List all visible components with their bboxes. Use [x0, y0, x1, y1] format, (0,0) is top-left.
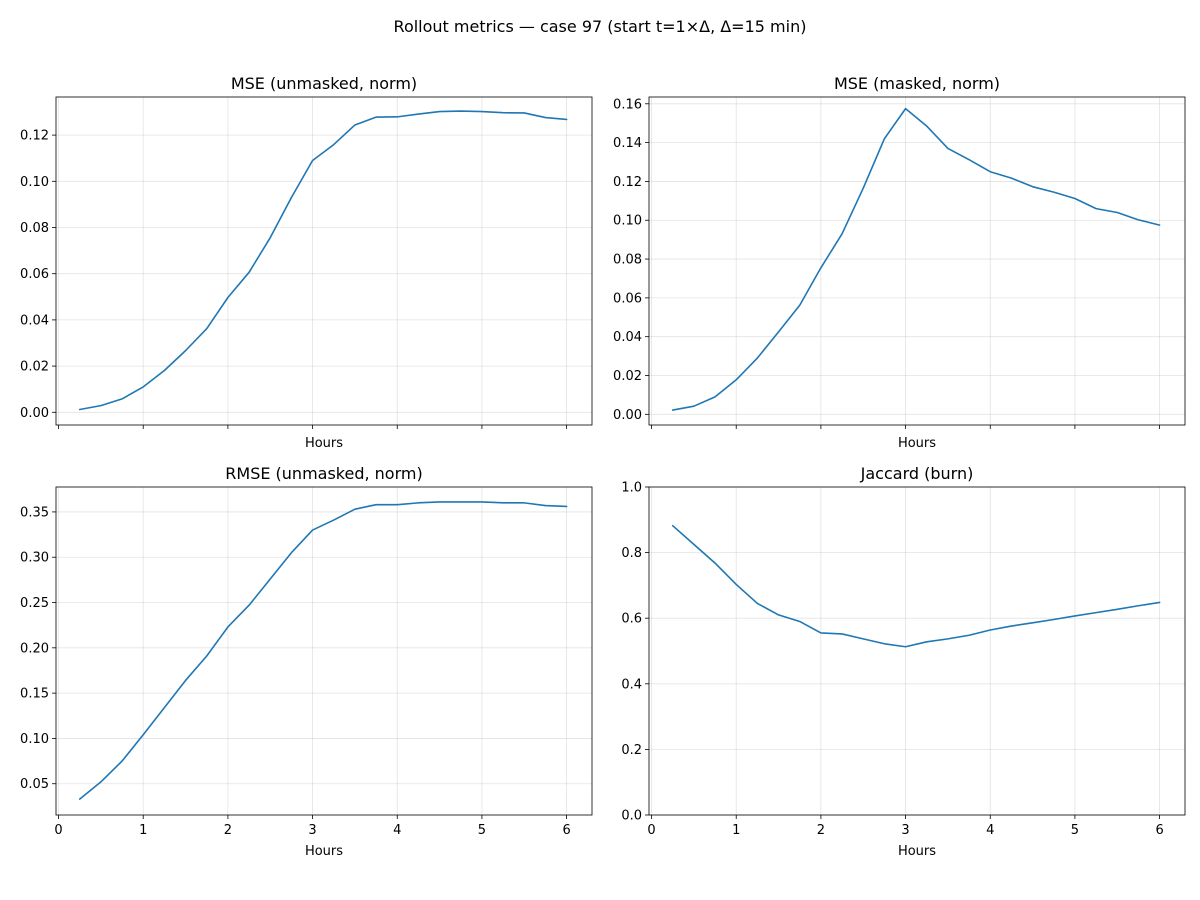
y-tick-label: 0.0: [621, 809, 642, 824]
panel-title: RMSE (unmasked, norm): [225, 464, 422, 483]
panel-jaccard-burn: 0 1 2 3 4 5 6 0.0 0.2 0.4 0.6 0.8 1.0 Jaccard (burn) H…: [621, 464, 1186, 859]
y-tick-label: 0.04: [20, 313, 49, 328]
series-line: [78, 110, 568, 411]
plot-frame: [648, 486, 1186, 816]
x-axis-label: Hours: [898, 844, 936, 859]
series-line: [671, 107, 1161, 411]
y-tick-label: 0.08: [20, 221, 49, 236]
x-tick-label: 3: [308, 823, 316, 838]
x-axis-label: Hours: [305, 844, 343, 859]
x-axis-label: Hours: [305, 436, 343, 451]
x-tick-label: 3: [901, 823, 909, 838]
y-tick-label: 0.10: [20, 732, 49, 747]
y-tick-label: 0.14: [613, 136, 642, 151]
y-tick-label: 0.10: [613, 214, 642, 229]
y-tick-label: 0.2: [621, 743, 642, 758]
x-tick-label: 2: [817, 823, 825, 838]
figure-suptitle: Rollout metrics — case 97 (start t=1×Δ, …: [394, 17, 807, 36]
x-tick-label: 5: [478, 823, 486, 838]
y-tick-label: 0.8: [621, 546, 642, 561]
panel-title: MSE (masked, norm): [834, 74, 1000, 93]
y-tick-label: 0.25: [20, 596, 49, 611]
y-tick-label: 0.05: [20, 777, 49, 792]
y-tick-label: 0.35: [20, 505, 49, 520]
y-tick-label: 0.06: [20, 267, 49, 282]
panel-rmse-unmasked: 0 1 2 3 4 5 6 0.05 0.10 0.15 0.20 0.25 0.30 0.35 RMSE …: [20, 464, 593, 859]
x-tick-label: 4: [986, 823, 994, 838]
plot-frame: [55, 96, 593, 426]
plot-frame: [55, 486, 593, 816]
x-tick-label: 0: [54, 823, 62, 838]
y-tick-label: 0.30: [20, 551, 49, 566]
y-tick-label: 0.20: [20, 641, 49, 656]
x-tick-label: 6: [562, 823, 570, 838]
x-tick-label: 2: [224, 823, 232, 838]
panel-mse-unmasked: 0.00 0.02 0.04 0.06 0.08 0.10 0.12 MSE (unmaske…: [20, 74, 593, 451]
series-line: [671, 524, 1161, 648]
series-line: [78, 501, 568, 800]
y-tick-label: 1.0: [621, 481, 642, 496]
x-tick-label: 6: [1155, 823, 1163, 838]
x-tick-label: 1: [732, 823, 740, 838]
y-tick-label: 0.00: [613, 408, 642, 423]
panel-mse-masked: 0.00 0.02 0.04 0.06 0.08 0.10 0.12 0.14 0.16 MSE …: [613, 74, 1186, 451]
x-axis-label: Hours: [898, 436, 936, 451]
x-tick-label: 0: [647, 823, 655, 838]
panel-title: Jaccard (burn): [860, 464, 974, 483]
y-tick-label: 0.02: [613, 369, 642, 384]
y-tick-label: 0.16: [613, 97, 642, 112]
y-tick-label: 0.08: [613, 253, 642, 268]
y-tick-label: 0.02: [20, 360, 49, 375]
x-tick-label: 4: [393, 823, 401, 838]
y-tick-label: 0.15: [20, 687, 49, 702]
y-tick-label: 0.00: [20, 406, 49, 421]
y-tick-label: 0.04: [613, 330, 642, 345]
y-tick-label: 0.6: [621, 612, 642, 627]
y-tick-label: 0.12: [20, 129, 49, 144]
panel-title: MSE (unmasked, norm): [231, 74, 417, 93]
y-tick-label: 0.06: [613, 291, 642, 306]
y-tick-label: 0.4: [621, 677, 642, 692]
x-tick-label: 5: [1071, 823, 1079, 838]
y-tick-label: 0.10: [20, 175, 49, 190]
plot-frame: [648, 96, 1186, 426]
x-tick-label: 1: [139, 823, 147, 838]
y-tick-label: 0.12: [613, 175, 642, 190]
